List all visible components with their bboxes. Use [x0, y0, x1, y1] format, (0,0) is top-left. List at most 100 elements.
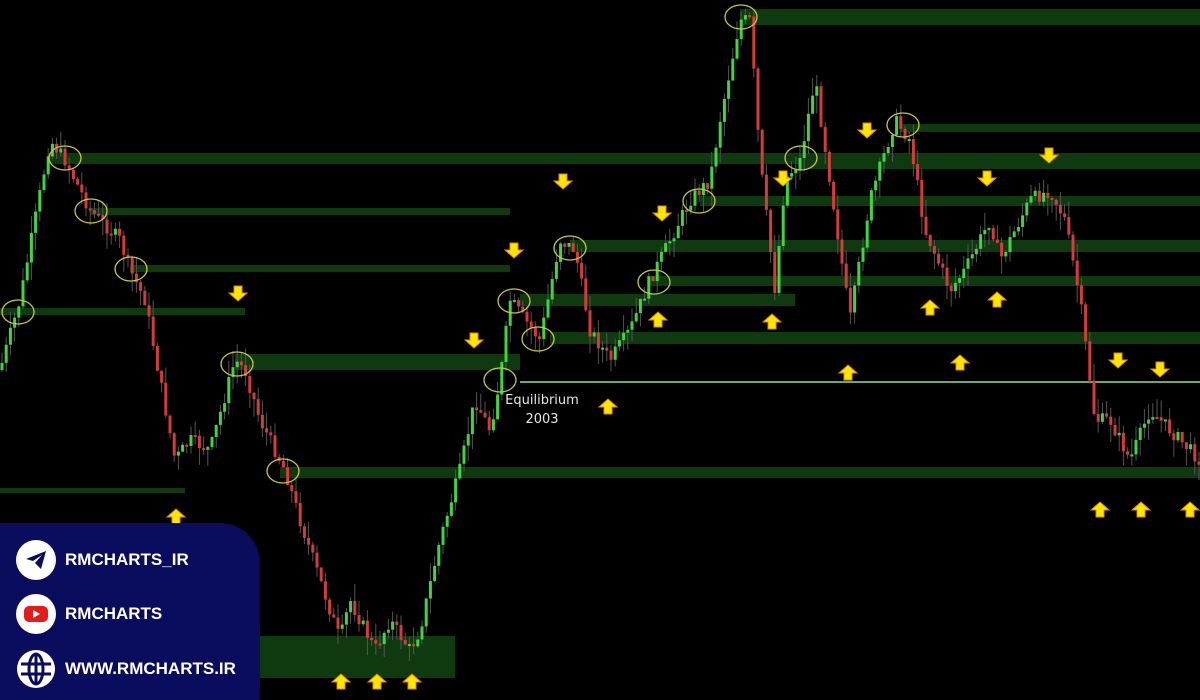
candle-body [470, 407, 474, 435]
candle-body [932, 246, 936, 254]
candle-body [601, 347, 605, 350]
candle-body [920, 179, 924, 217]
candle-body [895, 116, 899, 135]
candle-body [521, 306, 525, 312]
candle-body [983, 229, 987, 235]
candle-body [139, 282, 143, 291]
candle-body [781, 205, 785, 247]
candle-body [617, 340, 621, 347]
youtube-icon [16, 594, 56, 634]
candle-body [748, 15, 752, 18]
zone [50, 153, 1200, 164]
candle-body [25, 262, 29, 281]
candle-body [538, 336, 542, 339]
candle-body [302, 526, 306, 538]
candle-body [80, 184, 84, 193]
candle-body [550, 278, 554, 300]
down-arrow-icon [1149, 361, 1171, 378]
candle-body [433, 565, 437, 582]
zone [235, 354, 520, 370]
highlight-circle [74, 198, 108, 224]
candle-body [533, 327, 537, 337]
candle-body [353, 601, 357, 616]
candle-body [1130, 454, 1134, 457]
candle-body [386, 629, 390, 633]
candle-body [218, 411, 222, 425]
up-arrow-icon [919, 299, 941, 316]
candle-body [265, 428, 269, 433]
candle-body [420, 626, 424, 640]
candle-body [109, 233, 113, 236]
candle-body [874, 180, 878, 191]
candle-body [949, 285, 953, 292]
candle-body [563, 243, 567, 247]
candle-body [945, 267, 949, 286]
candle-body [357, 615, 361, 625]
up-arrow-icon [761, 313, 783, 330]
candle-body [706, 183, 710, 189]
candle-body [13, 317, 17, 328]
candle-body [958, 278, 962, 283]
candle-body [496, 394, 500, 420]
zone [700, 196, 1200, 206]
candle-body [588, 310, 592, 337]
down-arrow-icon [227, 285, 249, 302]
candle-body [664, 243, 668, 252]
candle-body [269, 432, 273, 436]
candle-body [382, 632, 386, 645]
candle-body [1071, 234, 1075, 261]
candle-body [4, 344, 8, 363]
candle-body [554, 261, 558, 279]
candle-body [370, 637, 374, 641]
candle-body [445, 515, 449, 527]
candle-body [1004, 251, 1008, 257]
candle-body [1084, 304, 1088, 342]
candle-body [441, 526, 445, 545]
candle-body [391, 621, 395, 630]
candle-body [559, 243, 563, 262]
candle-body [1163, 419, 1167, 422]
candle-body [458, 463, 462, 479]
zone [0, 488, 185, 493]
telegram-link[interactable]: RMCHARTS_IR [16, 540, 189, 580]
candle-body [693, 190, 697, 206]
zone [550, 332, 1200, 344]
youtube-link[interactable]: RMCHARTS [16, 594, 162, 634]
candle-body [38, 190, 42, 212]
candle-body [454, 478, 458, 503]
website-url: WWW.RMCHARTS.IR [65, 659, 236, 678]
candle-body [953, 282, 957, 292]
candle-body [155, 345, 159, 371]
up-arrow-icon [1179, 501, 1200, 518]
candle-body [130, 257, 134, 274]
zone [650, 276, 1200, 286]
candle-body [311, 544, 315, 553]
candle-body [819, 86, 823, 127]
candle-body [987, 228, 991, 231]
candle-body [449, 502, 453, 516]
candle-body [785, 176, 789, 206]
candle-body [970, 254, 974, 259]
candle-body [1172, 433, 1176, 441]
equilibrium-label: Equilibrium 2003 [500, 391, 584, 429]
candle-body [256, 399, 260, 415]
candle-body [811, 95, 815, 114]
candle-body [911, 139, 915, 165]
candle-body [1126, 451, 1130, 455]
highlight-circle [266, 458, 300, 484]
candle-body [206, 446, 210, 450]
candle-body [17, 306, 21, 318]
candle-body [584, 278, 588, 311]
candle-body [193, 435, 197, 438]
down-arrow-icon [651, 205, 673, 222]
candle-body [34, 211, 38, 233]
candle-body [525, 311, 529, 322]
website-link[interactable]: WWW.RMCHARTS.IR [16, 649, 236, 689]
zone [280, 467, 1200, 478]
zone [800, 155, 1200, 169]
candle-body [1105, 413, 1109, 417]
zone [570, 240, 1200, 252]
candle-body [575, 251, 579, 263]
down-arrow-icon [552, 173, 574, 190]
candle-body [546, 299, 550, 318]
